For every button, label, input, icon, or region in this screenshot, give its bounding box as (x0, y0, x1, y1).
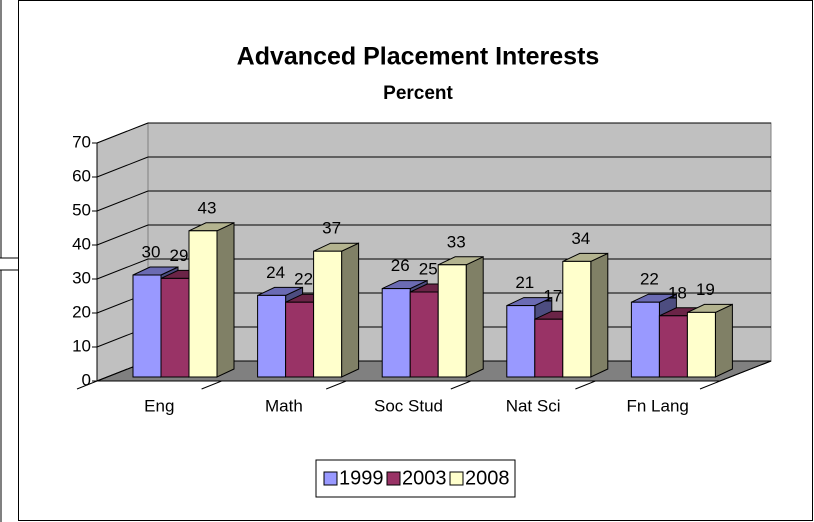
grid-line (96, 190, 149, 212)
data-label: 17 (543, 287, 562, 306)
floor-edge (719, 360, 772, 382)
grid-line (96, 122, 149, 144)
x-tick-label: Fn Lang (627, 396, 689, 415)
data-label: 18 (668, 283, 687, 302)
x-tick-label: Soc Stud (374, 396, 443, 415)
y-tick-label: 60 (72, 166, 91, 185)
bar (132, 274, 162, 378)
y-tick-label: 10 (72, 336, 91, 355)
bar (506, 305, 536, 378)
bar-side (465, 256, 484, 378)
bar-side (714, 303, 733, 378)
x-tick (450, 380, 471, 390)
bar (257, 294, 287, 378)
data-label: 22 (640, 270, 659, 289)
data-label: 22 (294, 270, 313, 289)
bar (534, 318, 564, 378)
y-tick-label: 40 (72, 234, 91, 253)
bar (630, 301, 660, 378)
x-tick (575, 380, 596, 390)
x-tick (699, 380, 721, 390)
y-tick-label: 50 (72, 200, 91, 219)
bar (160, 277, 190, 378)
grid-line (96, 258, 149, 280)
x-tick (326, 380, 347, 390)
bar-side (590, 252, 609, 378)
grid-line (96, 224, 149, 246)
y-tick-label: 20 (72, 302, 91, 321)
bar-side (216, 222, 235, 378)
data-label: 25 (419, 259, 438, 278)
legend-label: 2008 (465, 467, 510, 489)
legend-swatch (386, 471, 401, 486)
data-label: 21 (515, 273, 534, 292)
y-tick-label: 30 (72, 268, 91, 287)
bar (686, 311, 716, 378)
data-label: 24 (266, 263, 285, 282)
bar (285, 301, 315, 378)
y-tick-label: 70 (72, 132, 91, 151)
bar-side (341, 242, 360, 378)
legend-swatch (323, 471, 338, 486)
x-tick-label: Nat Sci (506, 396, 561, 415)
bar (658, 315, 688, 378)
bar (188, 230, 218, 378)
data-label: 43 (198, 198, 217, 217)
data-label: 19 (696, 280, 715, 299)
bar (381, 288, 411, 378)
bar (409, 291, 439, 378)
legend-box (315, 459, 516, 498)
y-tick-label: 0 (82, 370, 91, 389)
data-label: 37 (322, 219, 341, 238)
x-tick-label: Math (265, 396, 303, 415)
bar (313, 250, 343, 378)
data-label: 29 (170, 246, 189, 265)
data-label: 30 (142, 242, 161, 261)
bar (437, 264, 467, 378)
legend-label: 2003 (402, 467, 447, 489)
x-tick (201, 380, 222, 390)
data-label: 34 (571, 229, 590, 248)
grid-line (96, 156, 149, 178)
x-tick-label: Eng (144, 396, 174, 415)
legend-swatch (449, 471, 464, 486)
x-tick (76, 380, 98, 390)
chart-title: Advanced Placement Interests (237, 43, 600, 71)
chart-subtitle: Percent (383, 83, 453, 104)
data-label: 26 (391, 256, 410, 275)
data-label: 33 (447, 232, 466, 251)
bar (562, 260, 592, 378)
legend-label: 1999 (339, 467, 384, 489)
